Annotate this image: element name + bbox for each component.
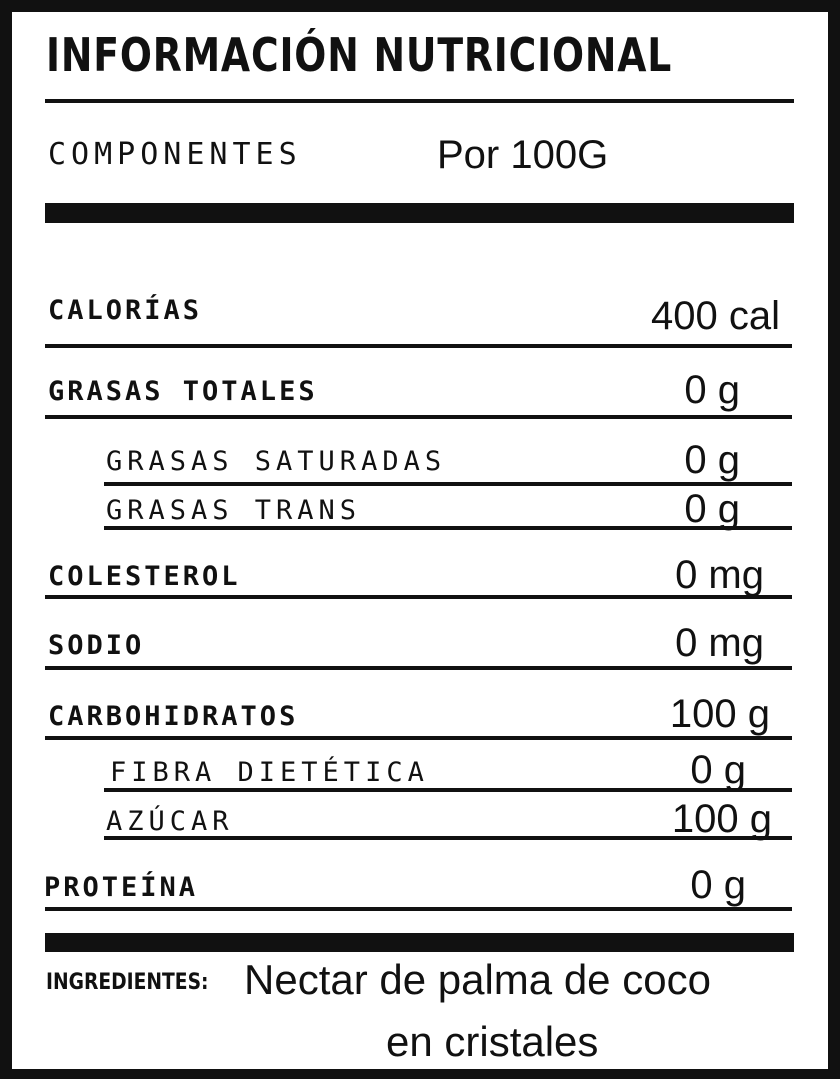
divider: [45, 415, 792, 419]
ingredients-label: INGREDIENTES:: [46, 970, 209, 995]
per-100g-header: Por 100G: [437, 133, 609, 177]
divider: [45, 907, 792, 911]
row-label-carbohidratos: CARBOHIDRATOS: [48, 701, 299, 732]
label-title: INFORMACIÓN NUTRICIONAL: [46, 28, 673, 82]
row-value-grasas-totales: 0 g: [684, 368, 740, 412]
row-label-azucar: AZÚCAR: [106, 806, 234, 837]
divider: [104, 836, 792, 840]
divider: [45, 736, 792, 740]
row-value-proteina: 0 g: [690, 863, 746, 907]
thick-divider: [45, 933, 794, 952]
row-label-fibra-dietetica: FIBRA DIETÉTICA: [110, 757, 429, 788]
row-label-sodio: SODIO: [48, 630, 145, 661]
row-value-sodio: 0 mg: [675, 621, 764, 665]
row-value-azucar: 100 g: [671, 797, 772, 841]
divider: [45, 595, 792, 599]
row-value-fibra-dietetica: 0 g: [690, 748, 746, 792]
row-value-grasas-saturadas: 0 g: [684, 438, 740, 482]
divider: [104, 788, 792, 792]
row-value-grasas-trans: 0 g: [684, 487, 740, 531]
divider: [45, 666, 792, 670]
components-header: COMPONENTES: [48, 137, 302, 172]
thick-divider: [45, 203, 794, 223]
divider: [45, 99, 794, 103]
ingredients-line-1: Nectar de palma de coco: [244, 956, 711, 1003]
row-value-carbohidratos: 100 g: [669, 692, 770, 736]
row-value-calorias: 400 cal: [651, 294, 780, 338]
row-label-calorias: CALORÍAS: [48, 295, 203, 326]
row-label-proteina: PROTEÍNA: [44, 872, 199, 903]
row-value-colesterol: 0 mg: [675, 553, 764, 597]
divider: [45, 344, 792, 348]
divider: [104, 526, 792, 530]
ingredients-line-2: en cristales: [386, 1018, 599, 1065]
row-label-grasas-trans: GRASAS TRANS: [106, 495, 362, 526]
row-label-colesterol: COLESTEROL: [48, 561, 241, 592]
row-label-grasas-saturadas: GRASAS SATURADAS: [106, 446, 447, 477]
divider: [104, 482, 792, 486]
row-label-grasas-totales: GRASAS TOTALES: [48, 376, 318, 407]
